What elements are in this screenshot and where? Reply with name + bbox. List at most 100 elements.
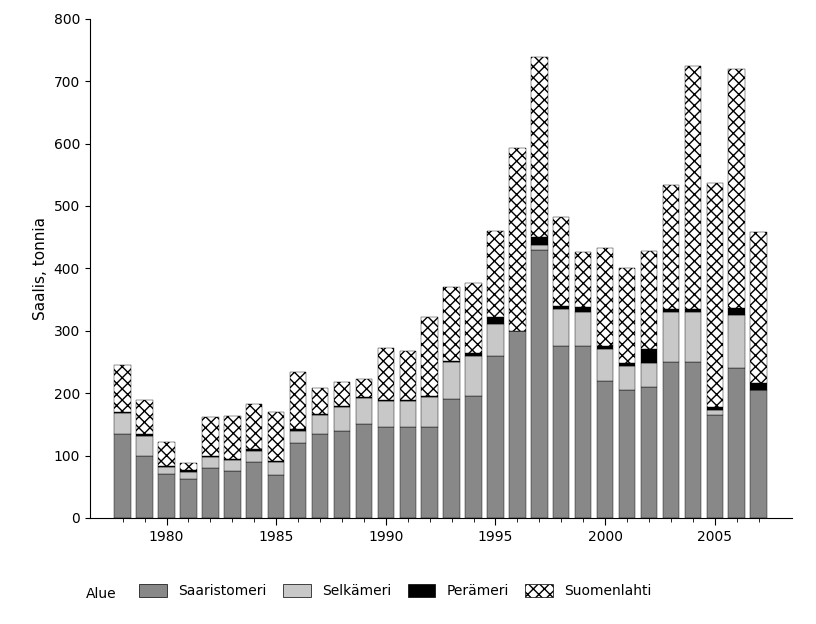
Bar <box>663 312 679 362</box>
Bar <box>575 346 592 518</box>
Bar <box>400 427 416 518</box>
Bar <box>729 308 745 315</box>
Bar <box>180 479 197 518</box>
Bar <box>224 459 241 460</box>
Bar <box>465 283 481 353</box>
Bar <box>224 416 241 459</box>
Bar <box>400 400 416 401</box>
Bar <box>180 463 197 470</box>
Bar <box>356 398 372 424</box>
Bar <box>685 309 701 312</box>
Bar <box>487 356 503 518</box>
Bar <box>685 362 701 518</box>
Bar <box>619 268 636 363</box>
Bar <box>443 287 460 361</box>
Bar <box>378 427 394 518</box>
Bar <box>268 412 285 461</box>
Bar <box>400 401 416 427</box>
Bar <box>312 415 328 434</box>
Bar <box>729 315 745 368</box>
Bar <box>487 324 503 356</box>
Bar <box>553 309 570 346</box>
Bar <box>641 251 657 349</box>
Bar <box>378 400 394 401</box>
Bar <box>334 407 350 431</box>
Bar <box>114 365 131 412</box>
Bar <box>136 456 153 518</box>
Bar <box>202 417 219 456</box>
Bar <box>531 250 548 518</box>
Bar <box>707 410 723 415</box>
Bar <box>707 415 723 518</box>
Bar <box>707 407 723 410</box>
Bar <box>641 387 657 518</box>
Bar <box>290 443 306 518</box>
Bar <box>312 414 328 415</box>
Bar <box>596 346 614 349</box>
Bar <box>114 412 131 413</box>
Bar <box>575 312 592 346</box>
Bar <box>268 462 285 475</box>
Bar <box>531 245 548 250</box>
Bar <box>290 429 306 431</box>
Bar <box>487 231 503 317</box>
Bar <box>246 462 263 518</box>
Bar <box>400 351 416 400</box>
Bar <box>663 309 679 312</box>
Bar <box>465 356 481 396</box>
Bar <box>685 66 701 309</box>
Bar <box>553 306 570 309</box>
Bar <box>136 436 153 456</box>
Bar <box>224 471 241 518</box>
Legend: Saaristomeri, Selkämeri, Perämeri, Suomenlahti: Saaristomeri, Selkämeri, Perämeri, Suome… <box>139 584 652 598</box>
Bar <box>619 366 636 390</box>
Bar <box>421 317 438 396</box>
Bar <box>202 468 219 518</box>
Bar <box>707 183 723 407</box>
Bar <box>443 361 460 362</box>
Bar <box>729 69 745 308</box>
Bar <box>246 449 263 451</box>
Bar <box>487 317 503 324</box>
Bar <box>202 457 219 468</box>
Bar <box>685 312 701 362</box>
Bar <box>751 232 767 383</box>
Bar <box>596 248 614 346</box>
Bar <box>114 434 131 518</box>
Bar <box>158 442 175 466</box>
Bar <box>509 148 526 331</box>
Bar <box>421 397 438 427</box>
Bar <box>246 404 263 449</box>
Bar <box>663 185 679 309</box>
Bar <box>531 57 548 237</box>
Bar <box>575 307 592 312</box>
Bar <box>290 372 306 429</box>
Bar <box>641 349 657 363</box>
Bar <box>751 383 767 390</box>
Bar <box>158 466 175 467</box>
Bar <box>224 460 241 471</box>
Bar <box>465 353 481 356</box>
Bar <box>443 399 460 518</box>
Bar <box>290 431 306 443</box>
Bar <box>268 461 285 462</box>
Bar <box>641 363 657 387</box>
Bar <box>531 237 548 245</box>
Bar <box>729 368 745 518</box>
Bar <box>246 451 263 462</box>
Bar <box>180 470 197 472</box>
Bar <box>202 456 219 457</box>
Bar <box>136 434 153 436</box>
Bar <box>356 379 372 397</box>
Bar <box>421 427 438 518</box>
Bar <box>378 401 394 427</box>
Bar <box>114 413 131 434</box>
Bar <box>596 349 614 381</box>
Bar <box>180 472 197 479</box>
Bar <box>663 362 679 518</box>
Text: Alue: Alue <box>86 587 117 601</box>
Bar <box>158 467 175 474</box>
Bar <box>378 348 394 400</box>
Bar <box>751 390 767 518</box>
Bar <box>136 400 153 434</box>
